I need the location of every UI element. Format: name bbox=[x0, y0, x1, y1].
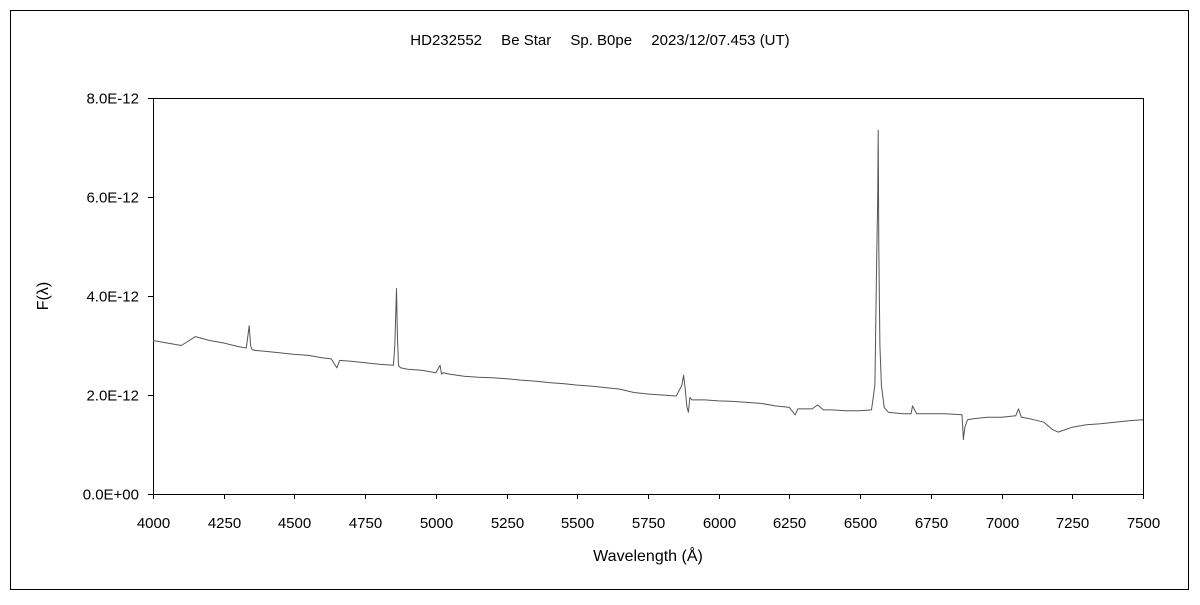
y-tick-label: 0.0E+00 bbox=[83, 487, 139, 504]
x-tick-label: 4000 bbox=[137, 515, 170, 532]
x-tick-label: 5750 bbox=[632, 515, 665, 532]
x-tick-label: 6750 bbox=[915, 515, 948, 532]
y-axis-title: F(λ) bbox=[35, 282, 52, 310]
plot-area bbox=[153, 98, 1144, 495]
x-axis-ticks: 4000 4250 4500 4750 5000 5250 5500 5750 6000 6250… bbox=[137, 494, 1160, 532]
x-tick-label: 4750 bbox=[349, 515, 382, 532]
x-tick-label: 7000 bbox=[986, 515, 1019, 532]
y-tick-label: 6.0E-12 bbox=[86, 190, 139, 207]
x-tick-label: 5250 bbox=[491, 515, 524, 532]
x-tick-label: 7500 bbox=[1127, 515, 1160, 532]
x-tick-label: 6250 bbox=[773, 515, 806, 532]
x-axis-title: Wavelength (Å) bbox=[593, 546, 703, 565]
series-layer bbox=[152, 129, 1144, 441]
x-tick-label: 5500 bbox=[561, 515, 594, 532]
chart-title: HD232552 Be Star Sp. B0pe 2023/12/07.453… bbox=[410, 32, 789, 49]
x-tick-label: 4250 bbox=[208, 515, 241, 532]
x-tick-label: 5000 bbox=[420, 515, 453, 532]
x-tick-label: 4500 bbox=[278, 515, 311, 532]
x-tick-label: 7250 bbox=[1056, 515, 1089, 532]
x-tick-label: 6500 bbox=[844, 515, 877, 532]
y-tick-label: 2.0E-12 bbox=[86, 388, 139, 405]
y-tick-label: 4.0E-12 bbox=[86, 289, 139, 306]
y-tick-label: 8.0E-12 bbox=[86, 91, 139, 108]
x-tick-label: 6000 bbox=[703, 515, 736, 532]
y-axis-ticks: 0.0E+00 2.0E-12 4.0E-12 6.0E-12 8.0E-12 bbox=[83, 91, 153, 504]
spectrum-line bbox=[152, 129, 1144, 441]
